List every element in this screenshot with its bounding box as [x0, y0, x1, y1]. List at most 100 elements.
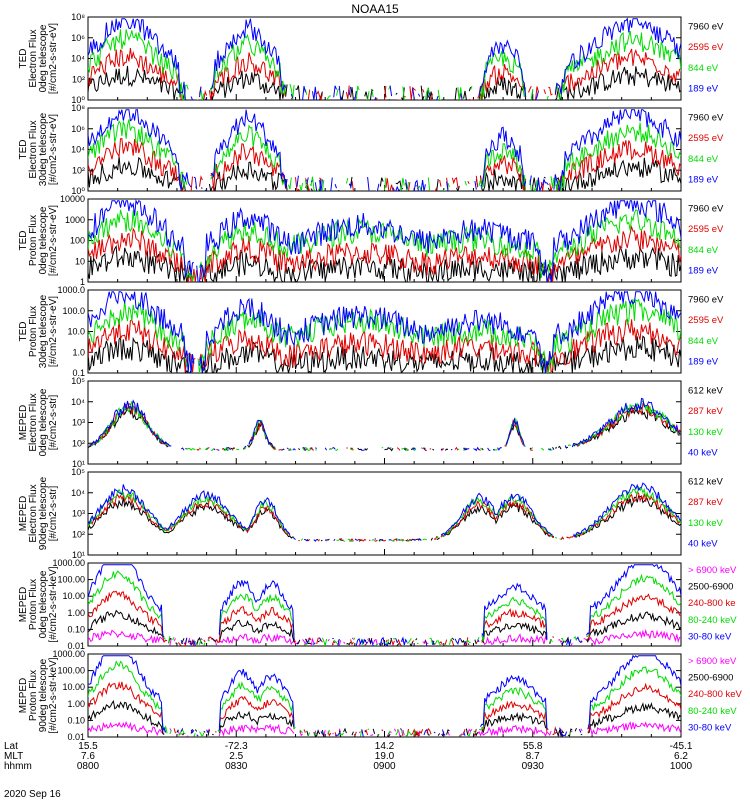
y-axis-label: MEPEDProton Flux90deg telescope[#/cm2-s-…: [18, 657, 59, 733]
legend-item: 844 eV: [688, 63, 719, 74]
legend-item: > 6900 keV: [688, 656, 737, 667]
legend-item: 2595 eV: [688, 224, 724, 235]
series-trace: [88, 318, 681, 373]
footer-lat-value: 15.5: [78, 741, 98, 752]
legend-item: 189 eV: [688, 266, 719, 277]
footer-hhmm-value: 0830: [225, 761, 248, 772]
y-tick-label: 10⁰: [71, 95, 85, 105]
panel-frame: [87, 562, 682, 647]
y-tick-label: 10²: [72, 529, 85, 539]
legend-item: 287 keV: [688, 406, 724, 417]
legend-item: 2500-6900: [688, 582, 733, 593]
y-tick-label: 10⁴: [71, 145, 85, 155]
series-trace: [88, 108, 681, 191]
legend-item: 844 eV: [688, 336, 719, 347]
y-tick-label: 0.01: [67, 641, 85, 651]
panel-frame: [87, 380, 682, 465]
series-trace: [88, 570, 681, 646]
y-tick-label: 100: [70, 236, 85, 246]
y-axis-label: MEPEDElectron Flux90deg telescope[#/cm2-…: [18, 476, 59, 550]
footer-hhmm-value: 0900: [373, 761, 396, 772]
series-trace: [88, 47, 681, 100]
series-trace: [88, 485, 681, 542]
panel-1: 10⁰ 10² 10⁴ 10⁶ 10⁸ TEDElectron Flux0deg tele…: [18, 12, 724, 105]
y-tick-label: 1.00: [67, 699, 85, 709]
y-tick-label: 10⁵: [71, 376, 85, 386]
legend-item: 40 keV: [688, 448, 718, 459]
footer-lat-value: -45.1: [670, 741, 693, 752]
footer-lat-value: 55.8: [523, 741, 543, 752]
panels: 10⁰ 10² 10⁴ 10⁶ 10⁸ TEDElectron Flux0deg tele…: [18, 12, 743, 742]
y-tick-label: 10⁰: [71, 186, 85, 196]
legend-item: 612 keV: [688, 385, 724, 396]
y-tick-label: 1000.0: [57, 285, 85, 295]
legend-item: 612 keV: [688, 476, 724, 487]
legend-item: 189 eV: [688, 357, 719, 368]
legend-item: 7960 eV: [688, 203, 724, 214]
footer-hhmm-value: 1000: [670, 761, 693, 772]
footer-lat-value: -72.3: [225, 741, 248, 752]
y-tick-label: 100.0: [62, 306, 85, 316]
series-trace: [88, 654, 681, 737]
y-tick-label: 0.10: [67, 715, 85, 725]
plot-title: NOAA15: [351, 2, 399, 16]
footer-mlt-value: 2.5: [229, 751, 243, 762]
footer-hhmm-value: 0800: [77, 761, 100, 772]
y-tick-label: 10⁵: [71, 467, 85, 477]
panel-8: 0.01 0.10 1.00 10.00 100.00 1000.00MEPEDProto…: [18, 649, 743, 742]
legend-item: 80-240 keV: [688, 706, 737, 717]
y-tick-label: 10: [75, 256, 85, 266]
series-trace: [88, 405, 681, 452]
footer-lat-value: 14.2: [375, 741, 395, 752]
legend-item: 80-240 keV: [688, 615, 737, 626]
y-tick-label: 0.1: [72, 368, 85, 378]
y-tick-label: 1: [80, 277, 85, 287]
legend-item: 2595 eV: [688, 315, 724, 326]
y-tick-label: 10⁴: [71, 54, 85, 64]
y-tick-label: 1000: [65, 215, 85, 225]
footer-mlt-value: 19.0: [375, 751, 395, 762]
series-trace: [88, 564, 681, 646]
legend-item: 189 eV: [688, 175, 719, 186]
legend-item: 40 keV: [688, 539, 718, 550]
y-axis-label: TEDProton Flux0deg telescope[#/cm2-s-str…: [18, 205, 59, 276]
y-axis-label: TEDElectron Flux30deg telescope[#/cm2-s-…: [18, 112, 59, 186]
legend-item: 240-800 ke: [688, 598, 736, 609]
series-trace: [89, 402, 681, 451]
y-tick-label: 100.00: [57, 575, 85, 585]
footer-hhmm-value: 0930: [522, 761, 545, 772]
y-tick-label: 10000: [60, 194, 85, 204]
series-trace: [88, 245, 681, 282]
y-tick-label: 1.00: [67, 608, 85, 618]
y-tick-label: 10⁶: [71, 124, 85, 134]
y-tick-label: 10²: [72, 438, 85, 448]
series-trace: [88, 681, 681, 737]
footer-row-label: Lat: [4, 741, 18, 752]
y-tick-label: 1.0: [72, 347, 85, 357]
y-tick-label: 10³: [72, 509, 85, 519]
legend-item: 30-80 keV: [688, 631, 732, 642]
legend-item: 7960 eV: [688, 294, 724, 305]
y-axis-label: TEDProton Flux30deg telescope[#/cm2-s-st…: [18, 294, 59, 368]
y-tick-label: 0.10: [67, 624, 85, 634]
footer-mlt-value: 7.6: [81, 751, 95, 762]
legend-item: 2595 eV: [688, 133, 724, 144]
date-label: 2020 Sep 16: [4, 789, 61, 800]
y-tick-label: 10.0: [67, 327, 85, 337]
footer-row-label: hhmm: [4, 761, 32, 772]
y-tick-label: 10¹: [72, 550, 85, 560]
legend-item: 844 eV: [688, 154, 719, 165]
series-trace: [89, 397, 681, 452]
series-trace: [88, 590, 681, 646]
legend-item: 189 eV: [688, 84, 719, 95]
series-trace: [88, 199, 681, 282]
y-tick-label: 10³: [72, 418, 85, 428]
y-tick-label: 0.01: [67, 732, 85, 742]
series-trace: [88, 225, 681, 282]
legend-item: 287 keV: [688, 497, 724, 508]
